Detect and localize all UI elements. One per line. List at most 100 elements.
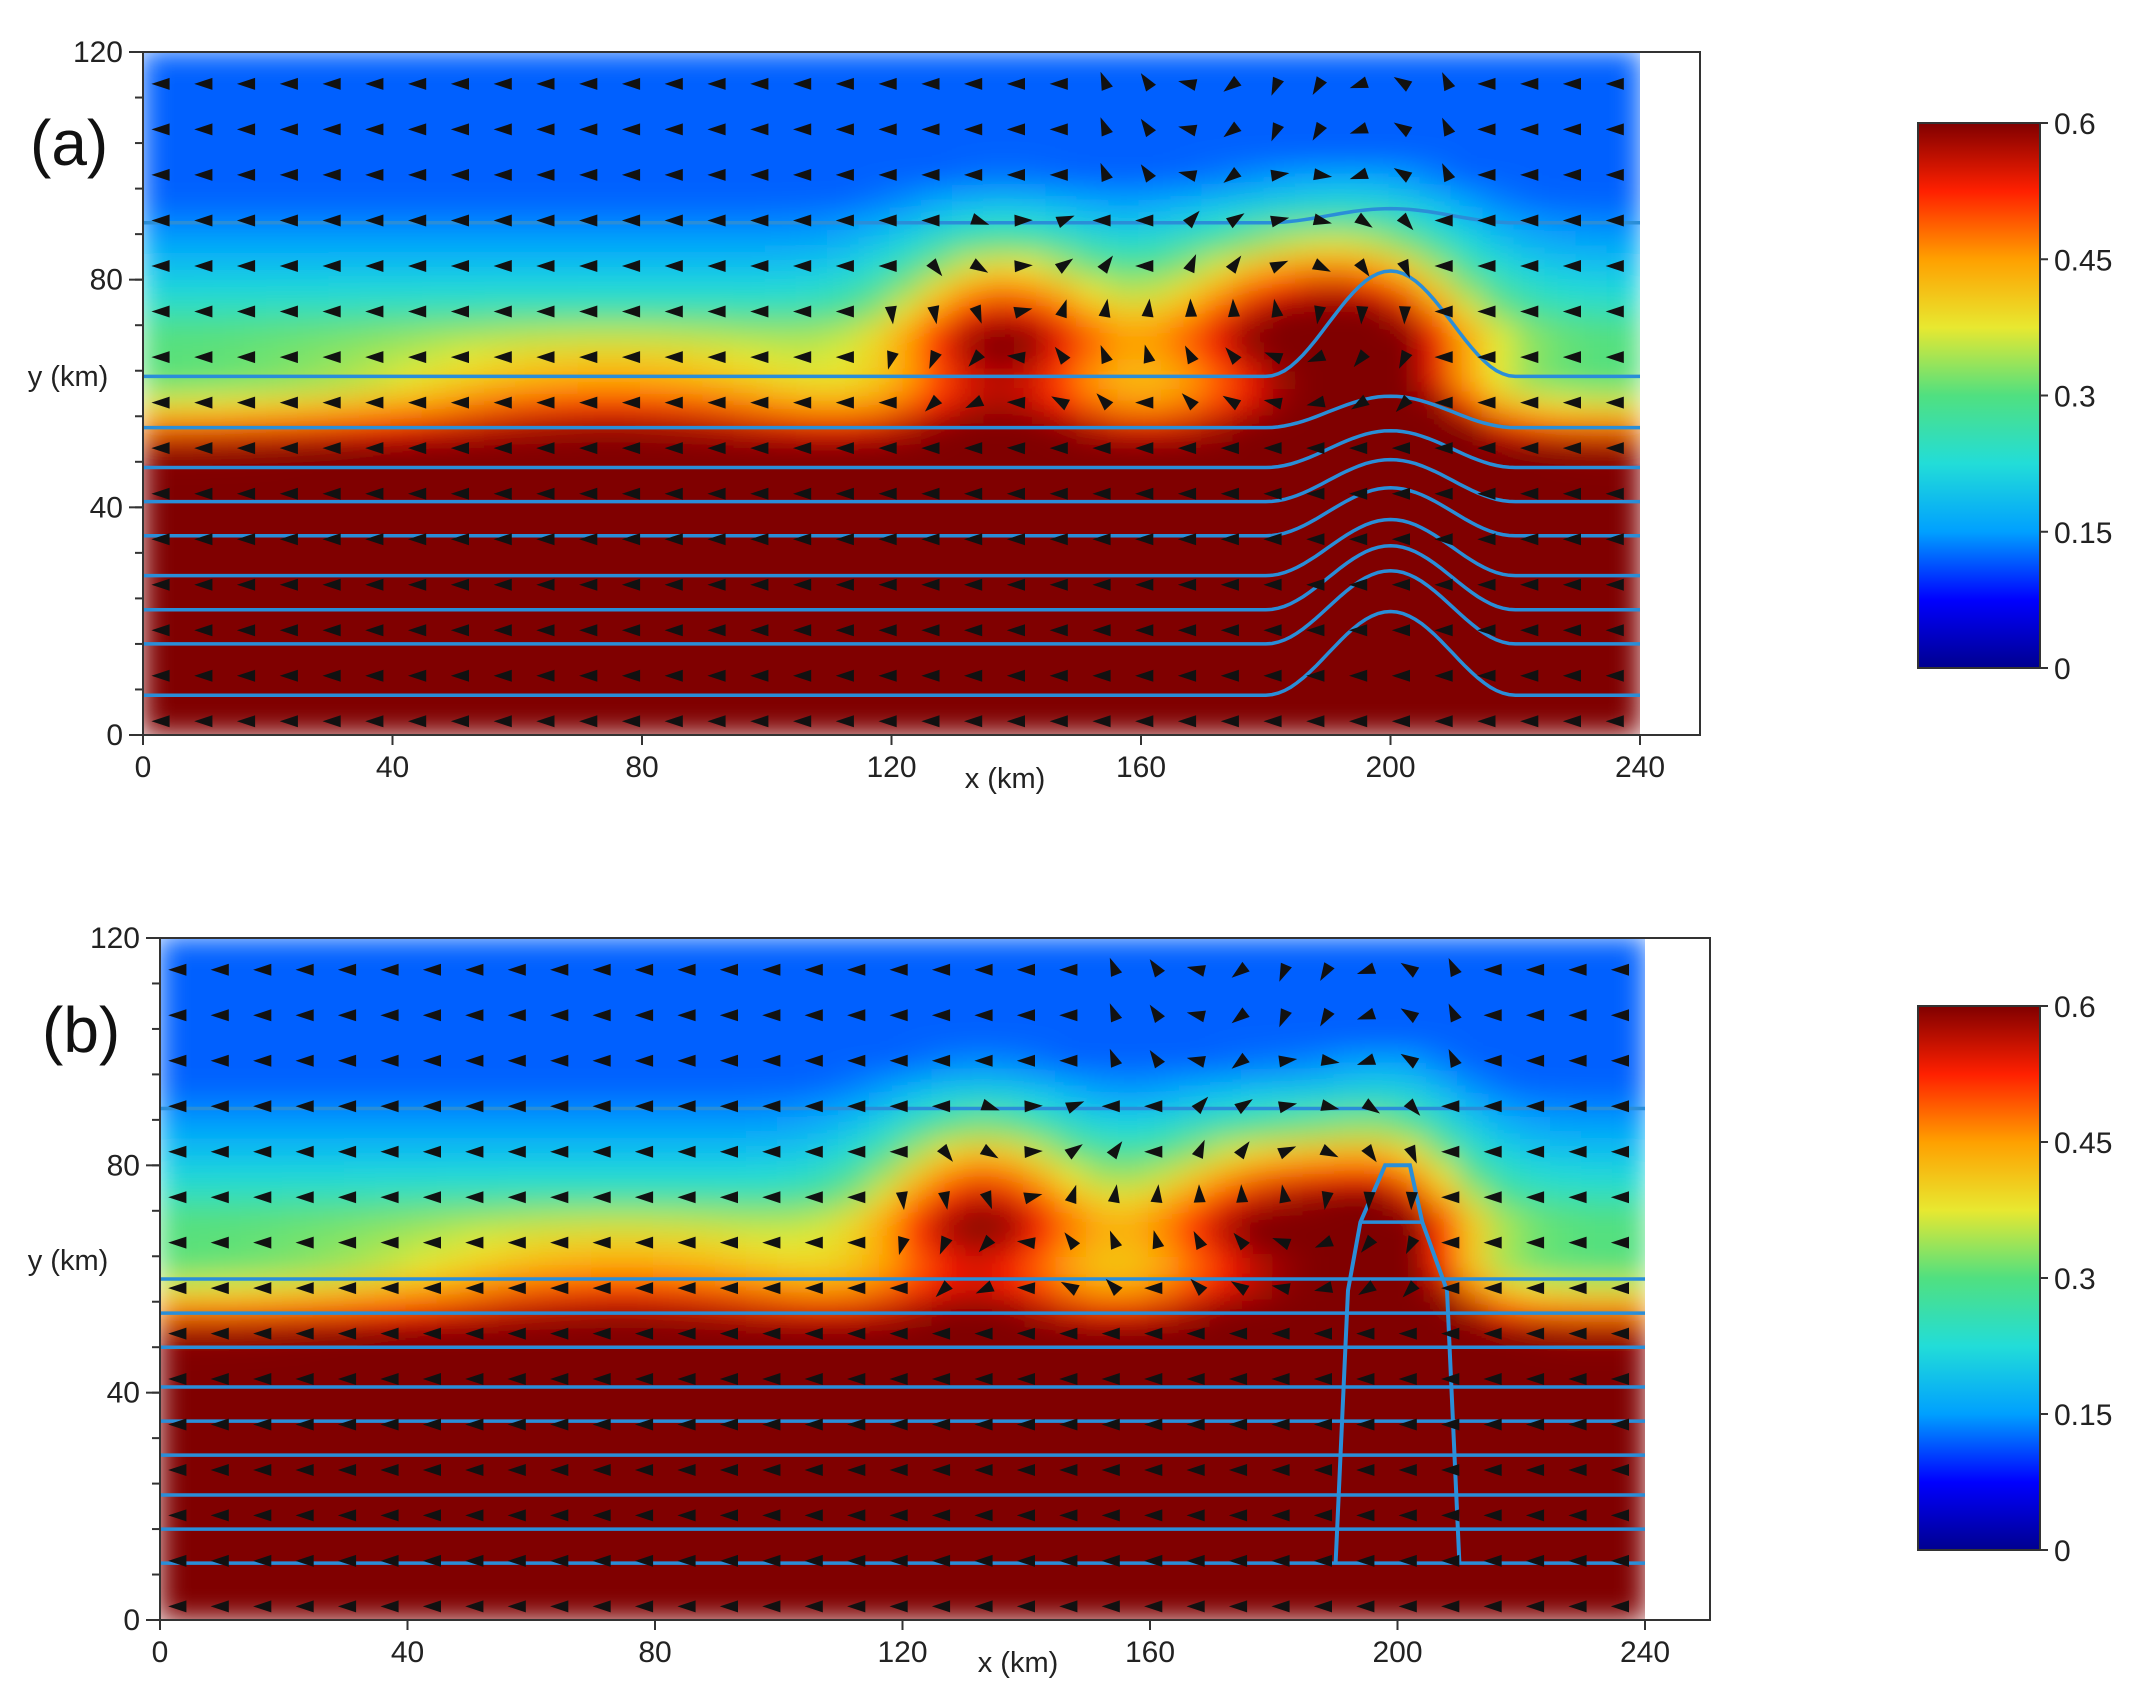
panel-a-velocity-arrow xyxy=(450,351,469,364)
panel-b-velocity-arrow xyxy=(847,1282,866,1295)
panel-a-velocity-arrow xyxy=(707,715,726,728)
panel-a-velocity-arrow xyxy=(1096,393,1114,411)
panel-b-velocity-arrow xyxy=(1101,1373,1120,1385)
panel-a-contour-line xyxy=(143,609,1640,697)
panel-b-velocity-arrow xyxy=(295,1009,314,1022)
panel-a-velocity-arrow xyxy=(964,669,983,682)
panel-b-velocity-arrow xyxy=(979,1190,992,1210)
panel-a-velocity-arrow xyxy=(1434,533,1453,546)
panel-b-velocity-arrow xyxy=(804,1236,823,1249)
panel-b-velocity-arrow xyxy=(1228,1418,1248,1431)
panel-b-velocity-arrow xyxy=(804,1282,823,1295)
panel-a-velocity-arrow xyxy=(1143,344,1156,364)
panel-a-velocity-arrow xyxy=(1098,298,1111,318)
panel-a-velocity-arrow xyxy=(151,396,170,409)
panel-b-velocity-arrow xyxy=(974,963,993,976)
panel-b-velocity-arrow xyxy=(550,1191,569,1204)
panel-b-velocity-arrow xyxy=(1144,1600,1163,1613)
panel-a-velocity-arrow xyxy=(365,533,384,546)
panel-a-velocity-arrow xyxy=(1306,624,1325,637)
panel-b-velocity-arrow xyxy=(1059,1464,1078,1476)
panel-b-velocity-arrow xyxy=(550,1009,569,1022)
panel-b-velocity-arrow xyxy=(1313,1554,1332,1567)
panel-b-velocity-arrow xyxy=(1568,1054,1587,1067)
panel-b-velocity-arrow xyxy=(677,1009,696,1022)
panel-a-velocity-arrow xyxy=(750,123,769,136)
panel-b-velocity-arrow xyxy=(210,1373,229,1385)
panel-a-velocity-arrow xyxy=(579,533,598,546)
panel-a-velocity-arrow xyxy=(1562,396,1581,409)
panel-a-velocity-arrow xyxy=(878,396,897,409)
panel-b-velocity-arrow xyxy=(1398,1373,1417,1385)
panel-a-velocity-arrow xyxy=(707,305,726,318)
panel-b-y-tick-label: 120 xyxy=(90,922,140,955)
panel-a-y-tick-label: 40 xyxy=(90,491,123,524)
panel-a-velocity-arrow xyxy=(793,624,812,637)
panel-a-velocity-arrow xyxy=(408,487,427,500)
panel-b-velocity-arrow xyxy=(1400,962,1420,978)
panel-a-velocity-arrow xyxy=(279,715,298,728)
panel-b-velocity-arrow xyxy=(1610,1327,1629,1340)
panel-a-velocity-arrow xyxy=(493,533,512,546)
panel-b-axes: 0 40 80 120 160 200 240 0 40 80 120 xyxy=(90,922,1711,1669)
panel-b-velocity-arrow xyxy=(1483,1236,1502,1249)
panel-b-terrain-outline xyxy=(1333,1163,1462,1564)
panel-a-velocity-arrow xyxy=(835,715,854,728)
panel-a-velocity-arrow xyxy=(579,214,598,227)
panel-a-velocity-arrow xyxy=(1177,624,1197,637)
panel-b-velocity-arrow xyxy=(1356,1554,1375,1567)
panel-b-velocity-arrow xyxy=(592,1464,611,1476)
panel-b-velocity-arrow xyxy=(1483,1145,1502,1158)
panel-b-colorbar: 0 0.15 0.3 0.45 0.6 xyxy=(1917,991,2112,1568)
panel-b-velocity-arrow xyxy=(1144,1327,1163,1340)
panel-a-velocity-arrow xyxy=(621,305,641,318)
panel-a-velocity-arrow xyxy=(408,351,427,364)
panel-a-velocity-arrow xyxy=(750,442,769,455)
panel-b-x-tick-label: 0 xyxy=(152,1636,169,1669)
panel-a-velocity-arrow xyxy=(793,487,812,500)
panel-b-velocity-arrow xyxy=(422,1464,441,1476)
panel-b-y-axis-title: y (km) xyxy=(28,1245,109,1277)
panel-a-velocity-arrow xyxy=(878,715,897,728)
panel-a-velocity-arrow xyxy=(579,396,598,409)
panel-b-velocity-arrow xyxy=(1448,1003,1462,1023)
panel-b-velocity-arrow xyxy=(1356,1509,1375,1522)
panel-b-velocity-arrow xyxy=(677,1191,696,1204)
panel-a-velocity-arrow xyxy=(536,351,555,364)
panel-a-velocity-arrow xyxy=(1396,212,1414,231)
panel-b-velocity-arrow xyxy=(1059,1054,1078,1067)
panel-a-velocity-arrow xyxy=(151,168,170,181)
panel-a-velocity-arrow xyxy=(887,350,899,370)
panel-a-velocity-arrow xyxy=(964,168,983,181)
panel-b-velocity-arrow xyxy=(1356,1053,1377,1065)
panel-b-velocity-arrow xyxy=(1271,1509,1290,1522)
panel-b-velocity-arrow xyxy=(634,1282,654,1295)
panel-b-velocity-arrow xyxy=(1398,1554,1417,1567)
panel-a-velocity-arrow xyxy=(1605,396,1624,409)
panel-a-velocity-arrow xyxy=(750,351,769,364)
panel-b-velocity-arrow xyxy=(337,1373,357,1385)
panel-b-velocity-arrow xyxy=(719,1191,738,1204)
panel-b-velocity-arrow xyxy=(1059,1600,1078,1613)
panel-b-velocity-arrow xyxy=(550,963,569,976)
panel-a-velocity-arrow xyxy=(450,214,469,227)
panel-b-velocity-arrow xyxy=(422,1327,441,1340)
panel-b-velocity-arrow xyxy=(762,1009,781,1022)
panel-a-velocity-arrow xyxy=(194,77,213,90)
panel-a-velocity-arrow xyxy=(1520,669,1539,682)
panel-b-velocity-arrow xyxy=(898,1236,910,1256)
panel-b-velocity-arrow xyxy=(507,1509,526,1522)
panel-a-velocity-arrow xyxy=(1354,212,1373,228)
panel-b-velocity-arrow xyxy=(974,1373,993,1385)
panel-b-velocity-arrow xyxy=(380,1600,399,1613)
panel-b-velocity-arrow xyxy=(889,1509,908,1522)
panel-b-velocity-arrow xyxy=(634,1100,654,1113)
panel-b-velocity-arrow xyxy=(1190,1278,1208,1296)
panel-b-velocity-arrow xyxy=(550,1464,569,1476)
panel-a-velocity-arrow xyxy=(322,305,341,318)
panel-a-velocity-arrow xyxy=(921,624,940,637)
panel-a-velocity-arrow xyxy=(664,442,683,455)
panel-b-velocity-arrow xyxy=(1144,1554,1163,1567)
panel-a-velocity-arrow xyxy=(1092,214,1111,227)
panel-a-velocity-arrow xyxy=(279,214,298,227)
